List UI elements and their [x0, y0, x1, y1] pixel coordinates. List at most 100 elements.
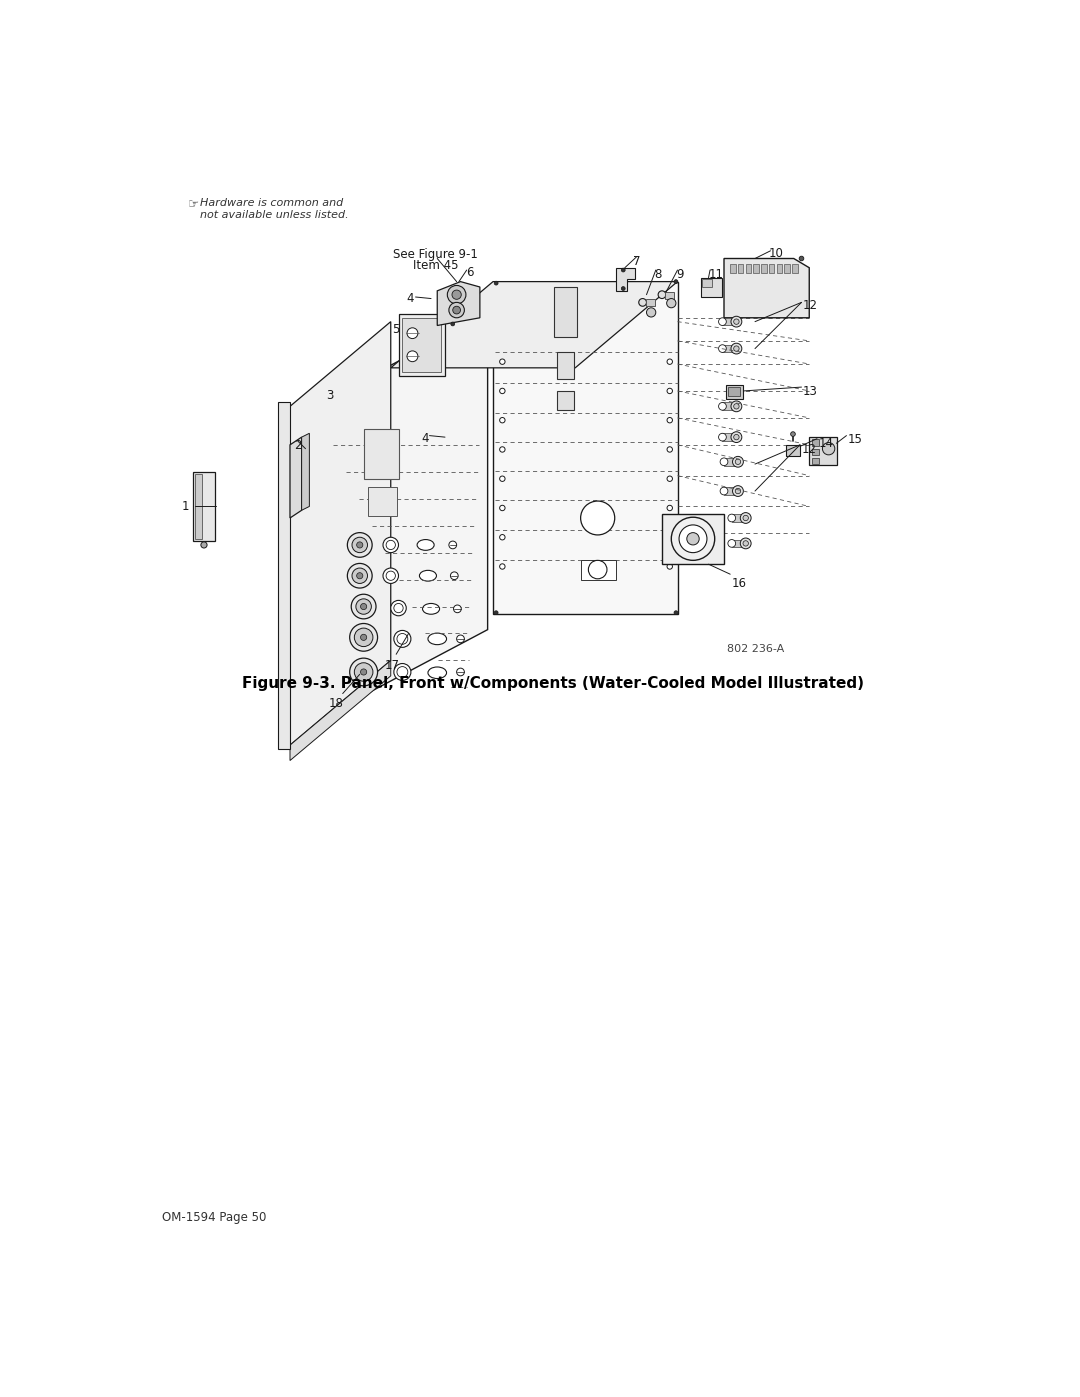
Circle shape — [500, 418, 505, 423]
Text: OM-1594 Page 50: OM-1594 Page 50 — [162, 1211, 267, 1224]
Bar — [665, 292, 674, 299]
Circle shape — [799, 256, 804, 261]
Bar — [769, 264, 774, 274]
Text: 15: 15 — [848, 433, 863, 446]
Circle shape — [667, 476, 673, 482]
Circle shape — [447, 285, 465, 305]
Bar — [793, 264, 798, 274]
Bar — [554, 286, 577, 337]
Bar — [724, 488, 738, 495]
Circle shape — [407, 328, 418, 338]
Circle shape — [361, 669, 367, 675]
Circle shape — [667, 388, 673, 394]
Bar — [646, 299, 656, 306]
Circle shape — [667, 418, 673, 423]
Bar — [786, 444, 800, 457]
Circle shape — [733, 346, 739, 351]
Bar — [723, 317, 737, 326]
Text: Item 45: Item 45 — [413, 258, 458, 271]
Circle shape — [731, 432, 742, 443]
Circle shape — [720, 488, 728, 495]
Circle shape — [500, 359, 505, 365]
Circle shape — [647, 307, 656, 317]
Circle shape — [348, 563, 373, 588]
Circle shape — [718, 345, 727, 352]
Bar — [732, 514, 745, 522]
Circle shape — [451, 291, 461, 299]
Bar — [399, 314, 445, 376]
Circle shape — [387, 571, 395, 580]
Bar — [557, 352, 575, 380]
Bar — [701, 278, 723, 298]
Circle shape — [731, 316, 742, 327]
Circle shape — [731, 401, 742, 412]
Circle shape — [674, 610, 678, 615]
Polygon shape — [437, 282, 480, 326]
Circle shape — [621, 286, 625, 291]
Text: 17: 17 — [384, 659, 400, 672]
Circle shape — [449, 302, 464, 317]
Circle shape — [457, 668, 464, 676]
Circle shape — [387, 541, 395, 549]
Circle shape — [391, 601, 406, 616]
Ellipse shape — [422, 604, 440, 615]
Bar — [367, 488, 397, 517]
Text: 7: 7 — [633, 254, 640, 268]
Bar — [364, 429, 399, 479]
Text: 6: 6 — [465, 267, 473, 279]
Circle shape — [495, 610, 498, 615]
Circle shape — [674, 279, 678, 284]
Circle shape — [397, 633, 408, 644]
Circle shape — [500, 447, 505, 453]
Text: 5: 5 — [392, 323, 400, 337]
Circle shape — [581, 502, 615, 535]
Circle shape — [589, 560, 607, 578]
Bar — [761, 264, 767, 274]
Text: 13: 13 — [804, 384, 818, 398]
Text: 16: 16 — [732, 577, 746, 591]
Text: 9: 9 — [676, 268, 684, 281]
Circle shape — [667, 359, 673, 365]
Circle shape — [500, 535, 505, 539]
Text: Hardware is common and: Hardware is common and — [200, 198, 343, 208]
Circle shape — [667, 564, 673, 569]
Circle shape — [352, 569, 367, 584]
Circle shape — [356, 599, 372, 615]
Circle shape — [733, 404, 739, 409]
Circle shape — [735, 489, 741, 493]
Polygon shape — [616, 268, 635, 291]
Circle shape — [733, 434, 739, 440]
Circle shape — [672, 517, 715, 560]
Circle shape — [743, 515, 748, 521]
Text: 4: 4 — [422, 432, 429, 444]
Text: 10: 10 — [769, 247, 784, 260]
Circle shape — [453, 306, 460, 314]
Circle shape — [361, 634, 367, 640]
Circle shape — [201, 542, 207, 548]
Circle shape — [350, 623, 378, 651]
Circle shape — [495, 281, 498, 285]
Circle shape — [450, 323, 455, 326]
Bar — [702, 279, 712, 286]
Bar — [784, 264, 789, 274]
Bar — [730, 264, 735, 274]
Circle shape — [351, 594, 376, 619]
Text: 1: 1 — [181, 500, 189, 513]
Text: 8: 8 — [654, 268, 662, 281]
Circle shape — [356, 573, 363, 578]
Text: 11: 11 — [708, 268, 724, 281]
Bar — [754, 264, 759, 274]
Circle shape — [394, 604, 403, 613]
Circle shape — [687, 532, 699, 545]
Circle shape — [667, 535, 673, 539]
Circle shape — [718, 317, 727, 326]
Circle shape — [352, 538, 367, 553]
Circle shape — [667, 506, 673, 511]
Circle shape — [457, 636, 464, 643]
Circle shape — [720, 458, 728, 465]
Polygon shape — [581, 560, 616, 580]
Circle shape — [718, 402, 727, 411]
Text: 12: 12 — [804, 299, 818, 313]
Polygon shape — [391, 282, 677, 367]
Circle shape — [679, 525, 707, 553]
